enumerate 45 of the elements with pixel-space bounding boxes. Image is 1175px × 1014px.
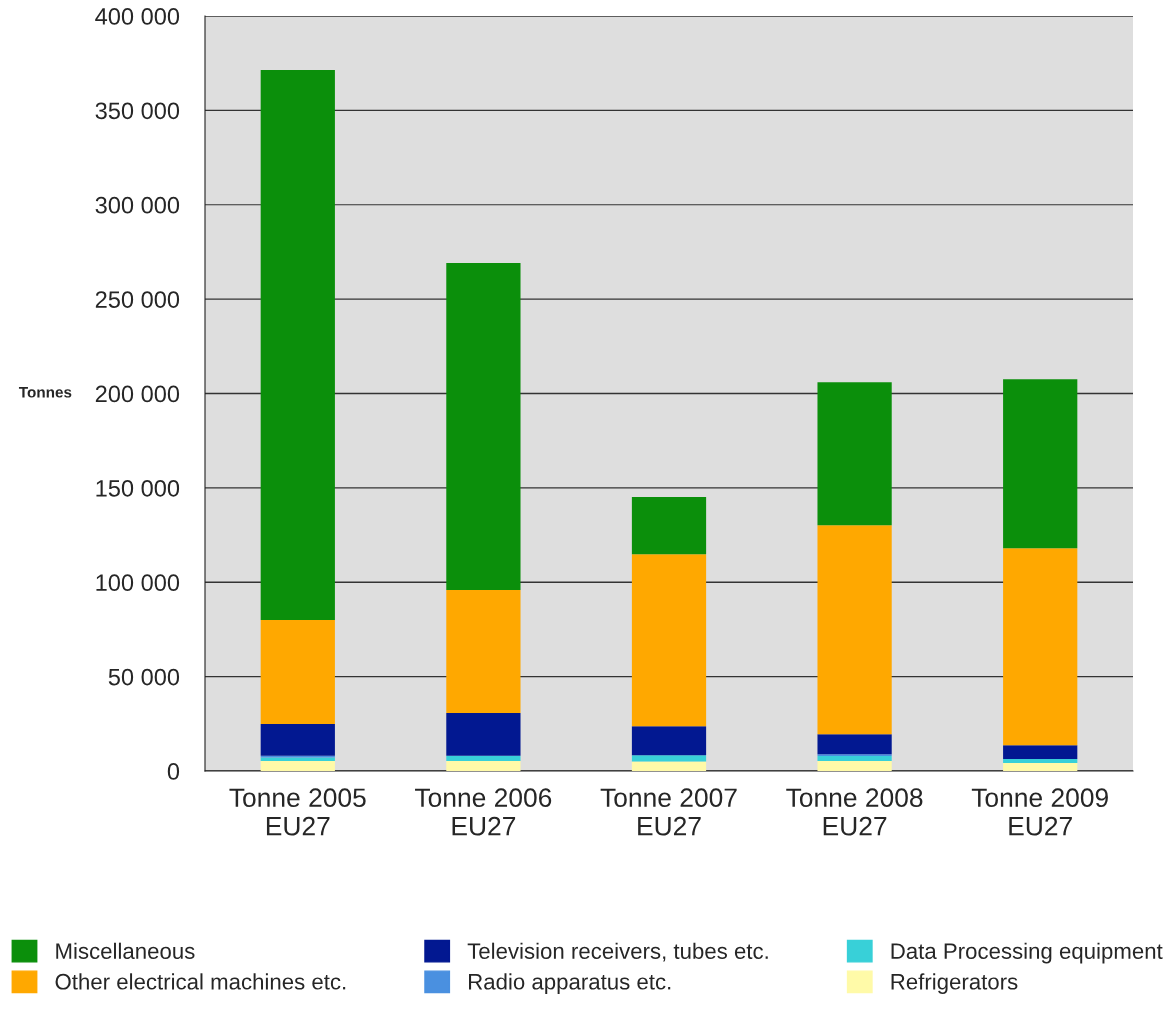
- legend-label: Radio apparatus etc.: [469, 973, 671, 994]
- bar: [260, 69, 335, 620]
- bar: [631, 761, 707, 771]
- bar: [817, 525, 892, 735]
- bar: [260, 724, 335, 756]
- bar: [817, 382, 892, 526]
- bar: [1003, 379, 1078, 549]
- legend-label: Refrigerators: [891, 973, 1018, 994]
- bar: [631, 726, 707, 756]
- bar: [446, 755, 521, 761]
- y-tick-label: 150 000: [96, 479, 180, 497]
- legend-label: Data Processing equipment: [891, 942, 1163, 964]
- x-tick-label: Tonne 2006 EU27: [415, 788, 552, 836]
- bar: [631, 755, 707, 762]
- bar: [817, 756, 892, 761]
- bar: [1003, 548, 1078, 746]
- y-tick-label: 0: [167, 763, 180, 780]
- x-tick-label: Tonne 2005 EU27: [229, 788, 366, 836]
- bar: [1003, 763, 1078, 771]
- legend-label: Miscellaneous: [56, 942, 195, 959]
- bar: [260, 761, 335, 771]
- bar: [631, 497, 707, 555]
- bar: [446, 589, 521, 714]
- legend-label: Other electrical machines etc.: [55, 973, 346, 990]
- bar: [1003, 759, 1078, 764]
- y-tick-label: 300 000: [95, 196, 180, 214]
- x-tick-label: Tonne 2009 EU27: [971, 788, 1108, 836]
- bar: [446, 761, 521, 771]
- bar: [260, 620, 335, 724]
- y-axis-title: Tonnes: [18, 386, 72, 398]
- bar: [1003, 745, 1078, 760]
- y-tick-label: 100 000: [96, 574, 180, 592]
- x-tick-label: Tonne 2008 EU27: [786, 788, 923, 836]
- bar: [446, 713, 521, 756]
- y-tick-label: 400 000: [95, 8, 180, 25]
- bar: [817, 761, 892, 771]
- bar: [631, 554, 707, 727]
- legend-label: Television receivers, tubes etc.: [467, 942, 768, 962]
- bar: [817, 734, 892, 755]
- x-tick-label: Tonne 2007 EU27: [600, 788, 737, 836]
- y-tick-label: 200 000: [95, 385, 180, 403]
- bar: [446, 263, 521, 590]
- y-tick-label: 250 000: [95, 291, 180, 308]
- y-tick-label: 350 000: [95, 102, 180, 120]
- y-tick-label: 50 000: [108, 668, 180, 686]
